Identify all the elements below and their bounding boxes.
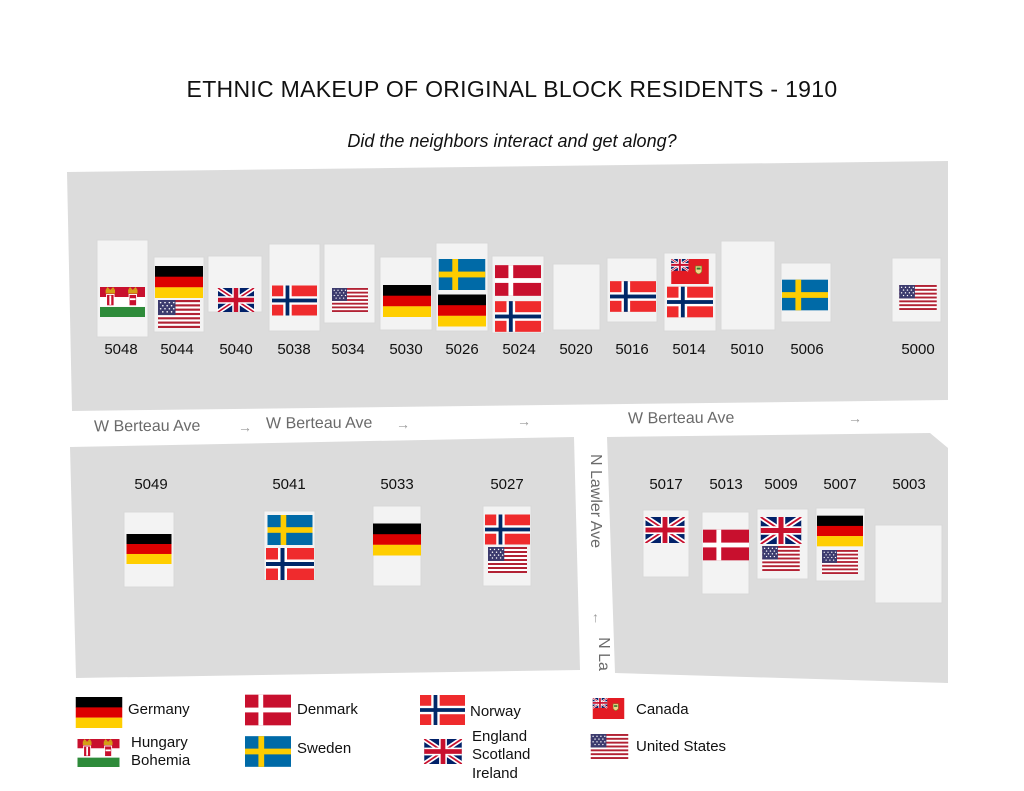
legend-sweden-label: Sweden (297, 740, 352, 757)
legend-denmark-label: Denmark (297, 701, 358, 718)
address-label: 5040 (219, 341, 253, 358)
direction-arrow-icon: → (238, 419, 252, 435)
address-label: 5030 (389, 341, 423, 358)
address-label: 5041 (272, 476, 306, 493)
direction-arrow-up-icon: ↑ (592, 609, 599, 625)
legend-hungary-flag (77, 739, 120, 767)
address-label: 5003 (892, 476, 926, 493)
address-label: 5007 (823, 476, 857, 493)
address-label: 5009 (764, 476, 798, 493)
address-label: 5016 (615, 341, 649, 358)
legend-sweden-flag (245, 736, 291, 767)
legend-usa-label: United States (636, 738, 727, 755)
legend-norway-label: Norway (470, 703, 521, 720)
direction-arrow-icon: → (848, 410, 862, 426)
legend-hungary-label: Hungary (131, 734, 188, 751)
street-label-berteau: W Berteau Ave (93, 417, 201, 436)
legend-denmark-flag (245, 694, 291, 726)
address-label: 5024 (502, 341, 536, 358)
legend-germany-label: Germany (128, 701, 190, 718)
legend-usa-flag (590, 734, 629, 759)
street-label-berteau: W Berteau Ave (627, 409, 735, 428)
address-label: 5000 (901, 341, 935, 358)
address-label: 5017 (649, 476, 683, 493)
page-title: ETHNIC MAKEUP OF ORIGINAL BLOCK RESIDENT… (186, 76, 838, 102)
address-label: 5013 (709, 476, 743, 493)
address-label: 5048 (104, 341, 138, 358)
legend-germany-flag (75, 697, 123, 728)
legend-scotland-label: Scotland (472, 746, 531, 763)
address-label: 5010 (730, 341, 764, 358)
direction-arrow-icon: → (396, 416, 410, 432)
address-label: 5020 (559, 341, 593, 358)
legend-bohemia-label: Bohemia (131, 752, 191, 769)
street-label-berteau: W Berteau Ave (265, 414, 373, 433)
legend-england-label: England (472, 728, 528, 745)
address-label: 5033 (380, 476, 414, 493)
legend-ireland-label: Ireland (472, 765, 518, 782)
address-label: 5049 (134, 476, 168, 493)
southwest-block (70, 437, 580, 678)
legend-uk-flag (424, 739, 462, 764)
street-label-lawler: N Lawler Ave (587, 454, 604, 548)
legend-canada-flag (591, 698, 626, 719)
direction-arrow-icon: → (517, 413, 531, 429)
address-label: 5034 (331, 341, 365, 358)
page-subtitle: Did the neighbors interact and get along… (347, 131, 677, 151)
legend-canada-label: Canada (636, 701, 689, 718)
address-label: 5006 (790, 341, 824, 358)
address-label: 5038 (277, 341, 311, 358)
address-label: 5027 (490, 476, 524, 493)
address-label: 5026 (445, 341, 479, 358)
address-label: 5044 (160, 341, 194, 358)
address-label: 5014 (672, 341, 706, 358)
legend-norway-flag (420, 695, 465, 725)
street-label-lawler-partial: N La (594, 637, 612, 671)
